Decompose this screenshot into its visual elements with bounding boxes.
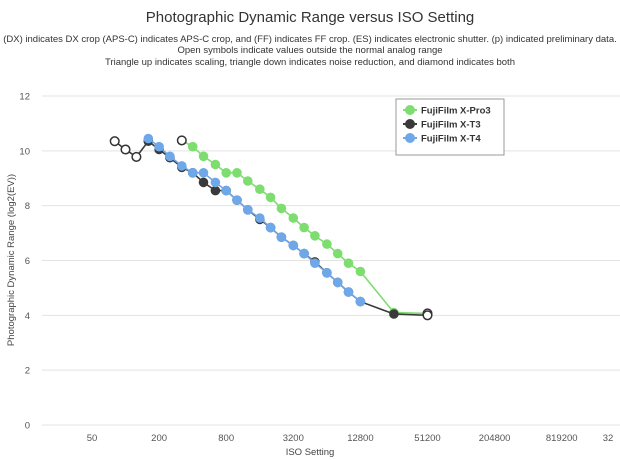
data-point[interactable] bbox=[210, 159, 221, 170]
data-point[interactable] bbox=[332, 248, 343, 259]
x-tick-label: 3200 bbox=[283, 433, 304, 444]
legend-label-x-t3: FujiFilm X-T3 bbox=[421, 120, 481, 131]
data-point[interactable] bbox=[343, 258, 354, 269]
y-axis-title: Photographic Dynamic Range (log2(EV)) bbox=[6, 174, 17, 346]
data-point[interactable] bbox=[232, 168, 242, 178]
y-tick-label: 8 bbox=[25, 201, 30, 212]
legend: FujiFilm X-Pro3 FujiFilm X-T3 FujiFilm X… bbox=[395, 98, 505, 156]
y-axis-ticks: 0 2 4 6 8 10 12 bbox=[19, 92, 30, 432]
y-tick-label: 12 bbox=[19, 92, 30, 103]
legend-label-x-pro3: FujiFilm X-Pro3 bbox=[421, 106, 491, 117]
legend-item-x-t3[interactable]: FujiFilm X-T3 bbox=[403, 119, 481, 131]
y-tick-label: 4 bbox=[25, 311, 30, 322]
data-point[interactable] bbox=[187, 141, 198, 152]
data-point[interactable] bbox=[332, 277, 343, 288]
data-point[interactable] bbox=[120, 144, 131, 155]
data-point[interactable] bbox=[343, 287, 354, 297]
data-point[interactable] bbox=[232, 195, 242, 205]
series-fujifilm-x-t4 bbox=[143, 133, 366, 307]
data-point[interactable] bbox=[177, 161, 187, 171]
data-point[interactable] bbox=[265, 222, 276, 233]
data-point[interactable] bbox=[221, 168, 231, 178]
data-point[interactable] bbox=[322, 239, 332, 249]
data-point[interactable] bbox=[299, 222, 309, 233]
data-point[interactable] bbox=[210, 185, 221, 196]
series-fujifilm-x-pro3 bbox=[176, 135, 433, 319]
chart-subtitle-line-2: Open symbols indicate values outside the… bbox=[177, 45, 442, 56]
data-point[interactable] bbox=[198, 177, 209, 188]
data-point[interactable] bbox=[154, 141, 164, 152]
data-point[interactable] bbox=[143, 133, 154, 144]
data-point[interactable] bbox=[243, 205, 253, 215]
y-tick-label: 6 bbox=[25, 256, 30, 267]
chart-subtitle-line-1: (DX) indicates DX crop (APS-C) indicates… bbox=[3, 34, 617, 45]
data-point[interactable] bbox=[299, 248, 309, 259]
y-tick-label: 0 bbox=[25, 421, 30, 432]
x-tick-label: 800 bbox=[218, 433, 234, 444]
data-point[interactable] bbox=[276, 203, 287, 214]
data-point[interactable] bbox=[422, 310, 433, 321]
data-point[interactable] bbox=[322, 268, 332, 278]
legend-item-x-pro3[interactable]: FujiFilm X-Pro3 bbox=[403, 105, 491, 117]
data-point[interactable] bbox=[355, 296, 366, 307]
data-point[interactable] bbox=[198, 168, 209, 178]
chart-title: Photographic Dynamic Range versus ISO Se… bbox=[146, 9, 475, 26]
data-point[interactable] bbox=[254, 184, 265, 194]
data-point[interactable] bbox=[109, 136, 120, 147]
x-tick-label: 819200 bbox=[546, 433, 578, 444]
data-point[interactable] bbox=[355, 266, 366, 277]
legend-marker-x-pro3 bbox=[405, 105, 415, 115]
data-point[interactable] bbox=[288, 240, 299, 251]
y-tick-label: 2 bbox=[25, 366, 30, 377]
legend-label-x-t4: FujiFilm X-T4 bbox=[421, 134, 481, 145]
x-tick-label: 12800 bbox=[347, 433, 373, 444]
x-tick-label: 204800 bbox=[479, 433, 511, 444]
data-point[interactable] bbox=[389, 309, 399, 319]
series-plot-area bbox=[109, 133, 433, 321]
data-point[interactable] bbox=[210, 177, 221, 188]
legend-marker-x-t4 bbox=[405, 133, 415, 143]
data-point[interactable] bbox=[254, 213, 265, 223]
data-point[interactable] bbox=[198, 151, 209, 162]
x-tick-label: 200 bbox=[151, 433, 167, 444]
data-point[interactable] bbox=[131, 151, 142, 162]
data-point[interactable] bbox=[276, 232, 287, 242]
data-point[interactable] bbox=[288, 213, 299, 223]
data-point[interactable] bbox=[165, 151, 175, 162]
data-point[interactable] bbox=[187, 168, 198, 178]
x-tick-label: 50 bbox=[87, 433, 98, 444]
data-point[interactable] bbox=[243, 176, 253, 186]
grid-lines bbox=[42, 95, 620, 426]
data-point[interactable] bbox=[310, 258, 320, 269]
x-axis-title: ISO Setting bbox=[286, 447, 335, 458]
y-tick-label: 10 bbox=[19, 146, 30, 157]
x-tick-label: 32 bbox=[603, 433, 614, 444]
data-point[interactable] bbox=[176, 135, 187, 146]
chart-subtitle-line-3: Triangle up indicates scaling, triangle … bbox=[105, 57, 515, 68]
x-axis-ticks: 50 200 800 3200 12800 51200 204800 819200 32 bbox=[87, 433, 614, 444]
data-point[interactable] bbox=[310, 231, 320, 241]
data-point[interactable] bbox=[265, 192, 276, 203]
data-point[interactable] bbox=[221, 185, 231, 196]
x-tick-label: 51200 bbox=[414, 433, 440, 444]
legend-item-x-t4[interactable]: FujiFilm X-T4 bbox=[403, 133, 481, 145]
legend-marker-x-t3 bbox=[405, 119, 415, 129]
